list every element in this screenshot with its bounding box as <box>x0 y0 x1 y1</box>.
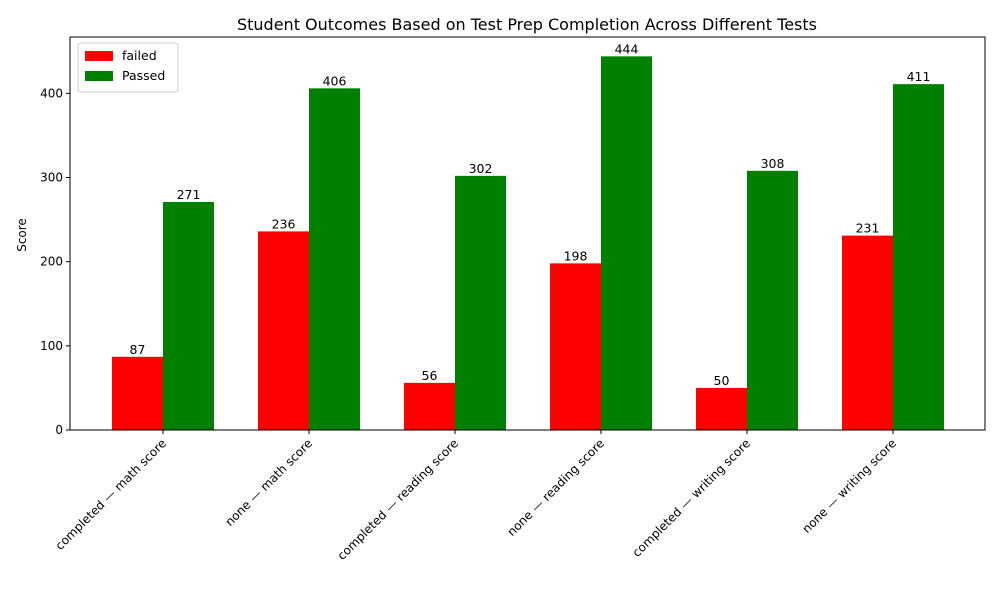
bar-passed-1 <box>309 88 360 430</box>
legend-label-failed: failed <box>122 48 157 63</box>
bar-failed-0 <box>112 356 163 430</box>
x-tick-label: none — reading score <box>504 436 607 539</box>
y-tick-label: 300 <box>40 171 63 185</box>
y-tick-label: 200 <box>40 255 63 269</box>
bar-passed-5 <box>893 84 944 430</box>
value-label-failed-2: 56 <box>422 368 438 383</box>
value-label-failed-4: 50 <box>714 373 730 388</box>
y-tick-label: 0 <box>55 423 63 437</box>
bar-failed-2 <box>404 382 455 430</box>
legend-label-passed: Passed <box>122 68 165 83</box>
value-label-failed-5: 231 <box>856 221 880 236</box>
plot-area: 87 236 56 198 50 231 271 406 302 444 308 411 0 100 200… <box>40 36 986 563</box>
x-tick-label: none — math score <box>223 436 316 529</box>
bar-failed-3 <box>550 263 601 430</box>
bar-failed-5 <box>842 235 893 430</box>
y-axis-label: Score <box>15 218 29 252</box>
legend-swatch-failed <box>85 51 113 61</box>
bar-failed-1 <box>258 231 309 430</box>
value-label-passed-1: 406 <box>323 73 347 88</box>
chart-title: Student Outcomes Based on Test Prep Comp… <box>237 15 817 34</box>
value-label-passed-3: 444 <box>615 41 639 56</box>
legend-swatch-passed <box>85 71 113 81</box>
bar-passed-0 <box>163 201 214 430</box>
value-label-passed-5: 411 <box>907 69 931 84</box>
plot-frame <box>69 36 986 431</box>
bar-passed-4 <box>747 170 798 430</box>
value-label-passed-0: 271 <box>177 187 201 202</box>
value-label-passed-2: 302 <box>469 161 493 176</box>
value-label-failed-0: 87 <box>130 342 146 357</box>
x-tick-label: completed — writing score <box>630 436 754 560</box>
x-tick-label: none — writing score <box>799 436 899 536</box>
value-label-passed-4: 308 <box>761 156 785 171</box>
legend: failed Passed <box>77 42 179 93</box>
x-tick-label: completed — math score <box>53 436 169 552</box>
y-tick-label: 100 <box>40 339 63 353</box>
value-label-failed-3: 198 <box>564 248 588 263</box>
bar-failed-4 <box>696 387 747 430</box>
y-tick-label: 400 <box>40 86 63 100</box>
x-tick-label: completed — reading score <box>335 436 462 563</box>
value-label-failed-1: 236 <box>272 216 296 231</box>
bar-passed-3 <box>601 56 652 430</box>
bar-passed-2 <box>455 175 506 430</box>
